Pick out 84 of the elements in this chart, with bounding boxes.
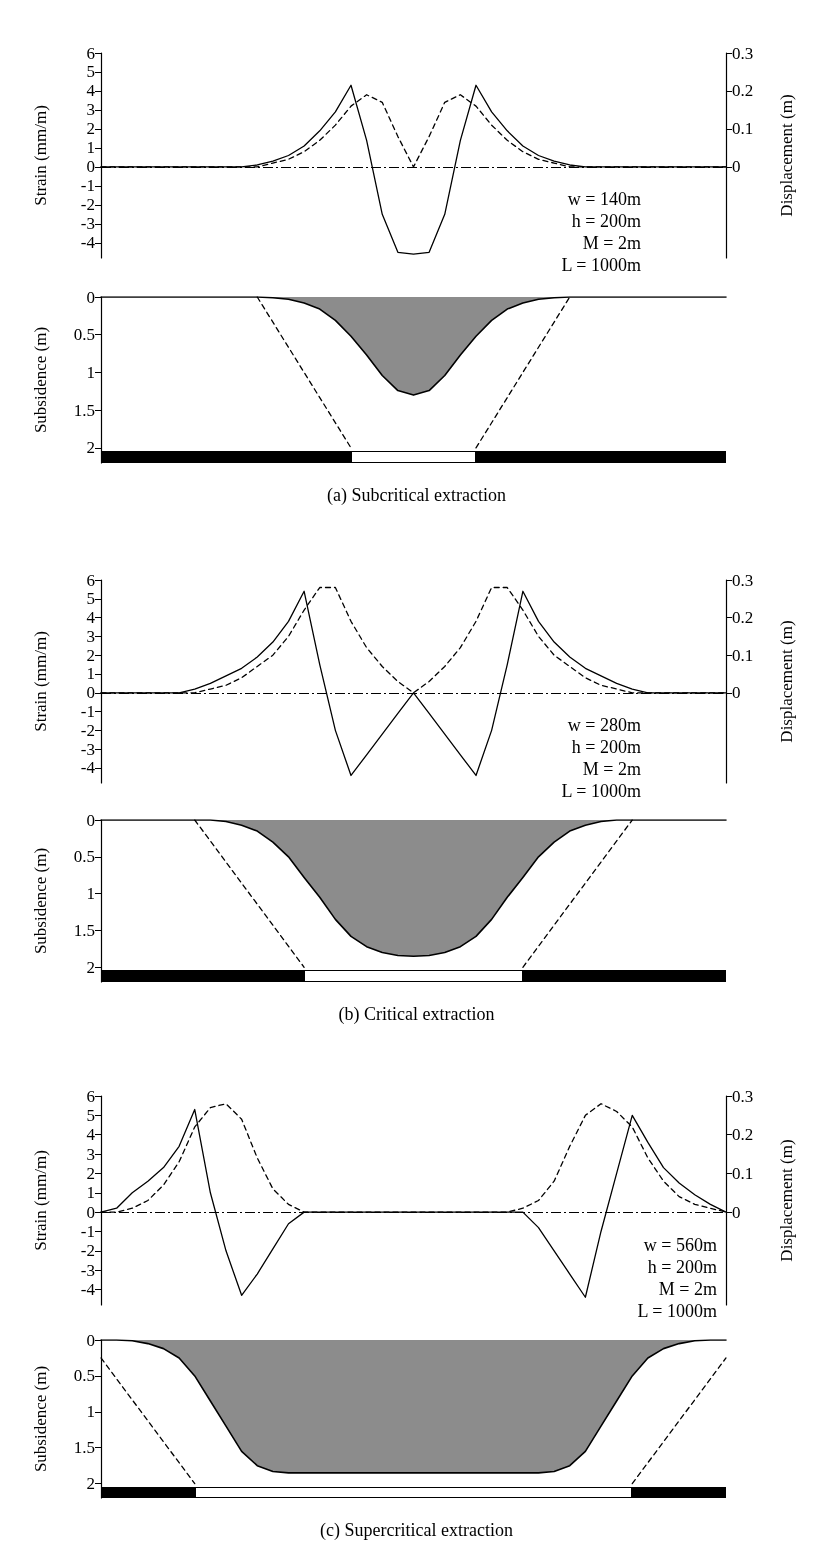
y-tick-label: -4 xyxy=(80,233,96,253)
y-tick-label: 4 xyxy=(86,608,96,628)
annotation: L = 1000m xyxy=(561,781,641,802)
y2-tick-label: 0.3 xyxy=(732,1086,754,1106)
y-tick-label: -4 xyxy=(80,1280,96,1300)
y2-tick-label: 0.3 xyxy=(732,43,754,63)
y-tick-label: 5 xyxy=(86,589,95,609)
annotation: M = 2m xyxy=(582,233,641,254)
text: (c) Supercritical extraction xyxy=(320,1520,513,1541)
y-tick-label: -1 xyxy=(80,1221,95,1241)
y2-tick-label: 0.3 xyxy=(732,570,754,590)
y2-tick-label: 0.2 xyxy=(732,81,754,101)
annotation: M = 2m xyxy=(658,1279,717,1300)
y-axis-title: Strain (mm/m) xyxy=(31,631,50,732)
y-tick-label: 1 xyxy=(86,1183,95,1203)
annotation: w = 140m xyxy=(567,189,641,210)
y-tick-label: 3 xyxy=(86,626,95,646)
y-tick-label: 0.5 xyxy=(73,1366,95,1386)
y-tick-label: 2 xyxy=(86,438,95,458)
y2-axis-title: Displacement (m) xyxy=(777,94,796,217)
y-tick-label: 2 xyxy=(86,957,95,977)
y-tick-label: 0 xyxy=(86,157,95,177)
y-tick-label: 1 xyxy=(86,664,95,684)
annotation: h = 200m xyxy=(571,211,641,232)
y-tick-label: 0.5 xyxy=(73,325,95,345)
y-tick-label: -2 xyxy=(80,720,95,740)
y2-tick-label: 0.1 xyxy=(732,119,754,139)
y-tick-label: 0 xyxy=(86,287,95,307)
y-tick-label: -1 xyxy=(80,176,95,196)
y-tick-label: 1 xyxy=(86,884,95,904)
y-tick-label: 4 xyxy=(86,1125,96,1145)
y2-axis-title: Displacement (m) xyxy=(777,1139,796,1262)
y-tick-label: 0 xyxy=(86,683,95,703)
y-tick-label: -2 xyxy=(80,1241,95,1261)
y-tick-label: -3 xyxy=(80,739,95,759)
y-tick-label: 6 xyxy=(86,43,95,63)
y2-axis-title: Displacement (m) xyxy=(777,620,796,743)
y-tick-label: 1.5 xyxy=(73,920,95,940)
y-axis-title: Strain (mm/m) xyxy=(31,105,50,206)
y-tick-label: 2 xyxy=(86,645,95,665)
y2-tick-label: 0.2 xyxy=(732,608,754,628)
y-tick-label: 0 xyxy=(86,810,95,830)
y-tick-label: 1 xyxy=(86,362,95,382)
y-axis-title: Strain (mm/m) xyxy=(31,1150,50,1251)
y-tick-label: -3 xyxy=(80,1260,95,1280)
y-tick-label: 5 xyxy=(86,62,95,82)
y-tick-label: 5 xyxy=(86,1105,95,1125)
y-tick-label: 0 xyxy=(86,1202,95,1222)
y-tick-label: 1 xyxy=(86,138,95,158)
y2-tick-label: 0 xyxy=(732,157,741,177)
y-tick-label: 6 xyxy=(86,570,95,590)
annotation: L = 1000m xyxy=(637,1301,717,1322)
y-tick-label: -2 xyxy=(80,195,95,215)
y-tick-label: 3 xyxy=(86,100,95,120)
y-tick-label: 0 xyxy=(86,1330,95,1350)
y-tick-label: 0.5 xyxy=(73,847,95,867)
annotation: h = 200m xyxy=(571,737,641,758)
y-tick-label: -4 xyxy=(80,758,96,778)
y-axis-title: Subsidence (m) xyxy=(31,1365,50,1473)
y-axis-title: Subsidence (m) xyxy=(31,326,50,434)
y2-tick-label: 0 xyxy=(732,683,741,703)
text: (b) Critical extraction xyxy=(338,1004,495,1025)
y2-tick-label: 0.1 xyxy=(732,1163,754,1183)
y-tick-label: 6 xyxy=(86,1086,95,1106)
y2-tick-label: 0.1 xyxy=(732,645,754,665)
annotation: h = 200m xyxy=(647,1257,717,1278)
y-tick-label: 1 xyxy=(86,1402,95,1422)
annotation: w = 560m xyxy=(643,1235,717,1256)
y-tick-label: 2 xyxy=(86,119,95,139)
y2-tick-label: 0 xyxy=(732,1202,741,1222)
annotation: M = 2m xyxy=(582,759,641,780)
y2-tick-label: 0.2 xyxy=(732,1125,754,1145)
y-tick-label: 2 xyxy=(86,1474,95,1494)
y-tick-label: 2 xyxy=(86,1163,95,1183)
annotation: L = 1000m xyxy=(561,255,641,276)
y-tick-label: -3 xyxy=(80,214,95,234)
text: (a) Subcritical extraction xyxy=(327,485,506,506)
y-tick-label: 1.5 xyxy=(73,400,95,420)
y-tick-label: -1 xyxy=(80,702,95,722)
y-tick-label: 1.5 xyxy=(73,1438,95,1458)
y-tick-label: 4 xyxy=(86,81,96,101)
y-axis-title: Subsidence (m) xyxy=(31,847,50,955)
annotation: w = 280m xyxy=(567,715,641,736)
y-tick-label: 3 xyxy=(86,1144,95,1164)
